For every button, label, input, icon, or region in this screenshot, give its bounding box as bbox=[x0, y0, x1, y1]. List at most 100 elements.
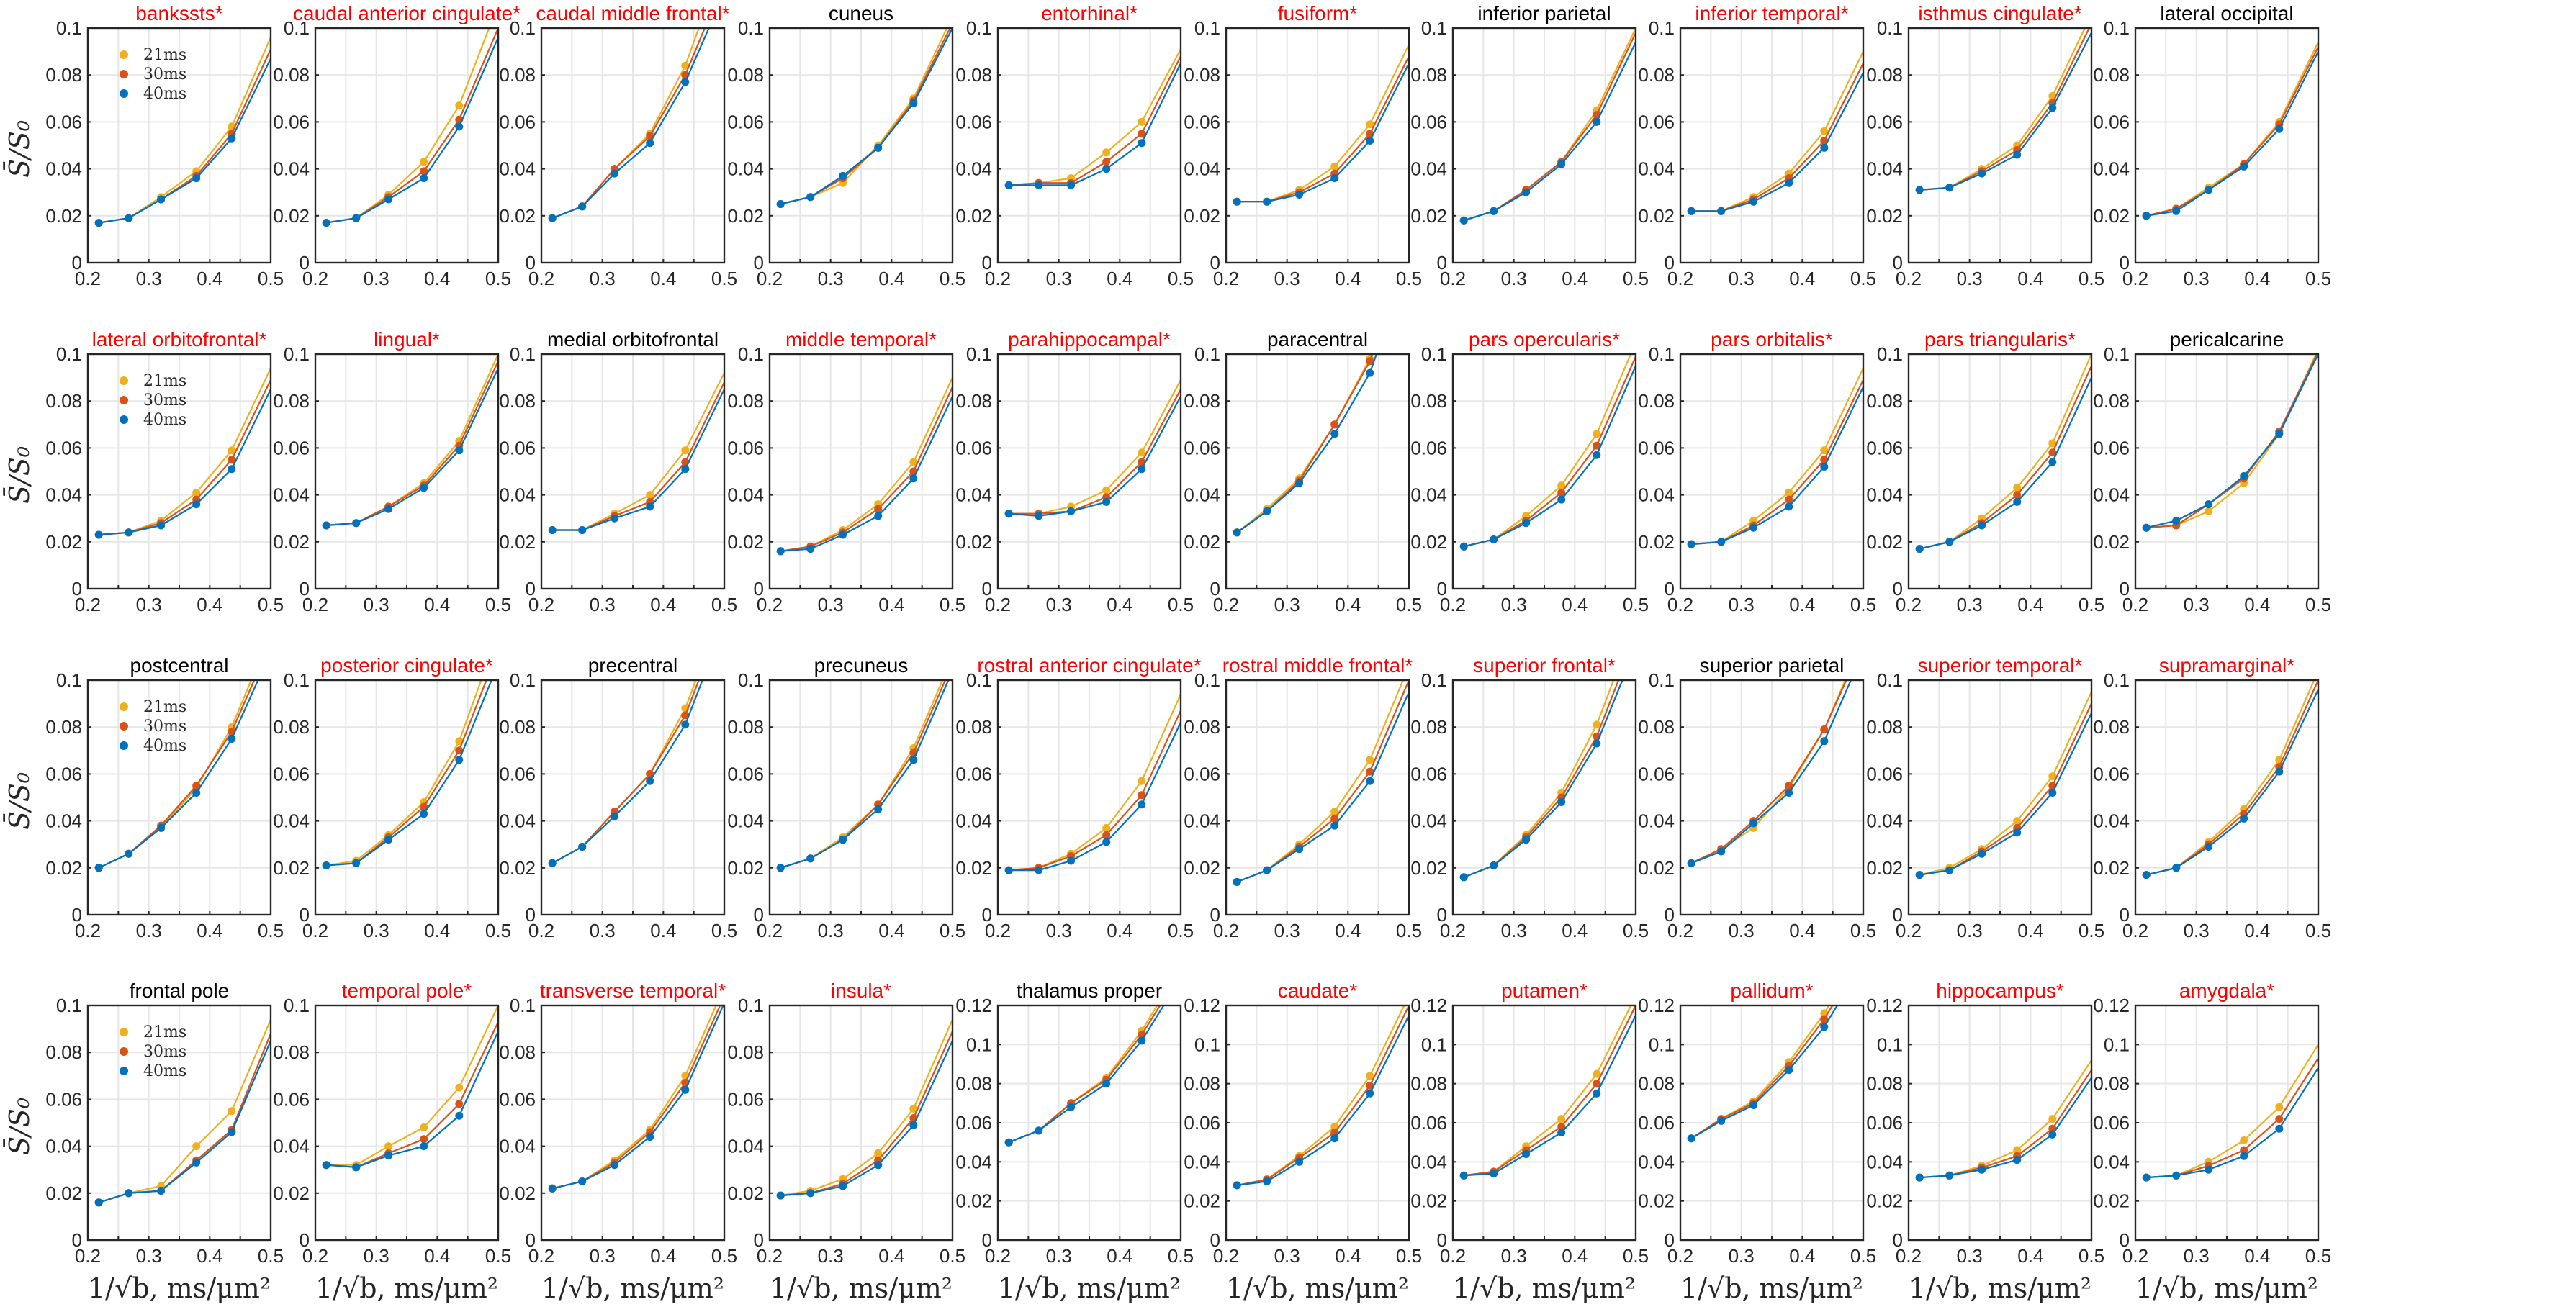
y-tick-label: 0 bbox=[72, 252, 82, 273]
series-line bbox=[326, 28, 490, 224]
data-point bbox=[2172, 864, 2181, 872]
y-tick-label: 0.08 bbox=[1638, 390, 1675, 412]
x-tick-label: 0.2 bbox=[985, 920, 1011, 941]
data-point bbox=[1522, 519, 1531, 528]
x-tick-label: 0.4 bbox=[2017, 1245, 2043, 1267]
panel-title: lateral orbitofrontal* bbox=[92, 328, 267, 351]
y-tick-label: 0 bbox=[1665, 904, 1675, 926]
y-tick-label: 0.1 bbox=[1421, 669, 1447, 691]
y-tick-label: 0.08 bbox=[1410, 64, 1447, 86]
legend-label: 21ms bbox=[143, 46, 186, 64]
y-tick-label: 0 bbox=[526, 904, 536, 926]
y-tick-label: 0.02 bbox=[955, 205, 992, 227]
y-tick-label: 0.1 bbox=[966, 1034, 992, 1055]
data-point bbox=[2172, 207, 2181, 215]
x-tick-label: 0.5 bbox=[711, 268, 737, 289]
x-tick-label: 0.5 bbox=[1168, 594, 1194, 615]
series-40ms bbox=[1915, 713, 2091, 879]
data-point bbox=[228, 735, 236, 743]
data-point bbox=[909, 474, 918, 483]
data-point bbox=[192, 1158, 201, 1167]
series-line bbox=[551, 28, 700, 220]
data-point bbox=[646, 769, 654, 778]
y-tick-label: 0.06 bbox=[45, 763, 82, 784]
data-point bbox=[2172, 517, 2181, 525]
series-30ms bbox=[548, 1005, 721, 1193]
data-point bbox=[1138, 117, 1146, 126]
x-tick-label: 0.2 bbox=[528, 594, 554, 615]
y-tick-label: 0.08 bbox=[273, 64, 310, 86]
x-tick-label: 0.3 bbox=[1046, 594, 1072, 615]
x-tick-label: 0.4 bbox=[1107, 268, 1132, 289]
y-tick-label: 0.02 bbox=[955, 531, 992, 553]
y-tick-label: 0.04 bbox=[273, 1136, 310, 1157]
x-tick-label: 0.3 bbox=[1046, 1245, 1072, 1267]
data-point bbox=[1945, 538, 1954, 546]
legend-marker bbox=[120, 702, 128, 711]
data-point bbox=[2240, 1152, 2248, 1160]
data-point bbox=[157, 1187, 166, 1195]
data-point bbox=[2275, 125, 2284, 133]
y-tick-label: 0 bbox=[72, 904, 82, 926]
y-tick-label: 0.02 bbox=[1638, 857, 1675, 879]
data-point bbox=[2205, 843, 2213, 851]
y-tick-label: 0.1 bbox=[1877, 1034, 1903, 1055]
y-tick-label: 0.02 bbox=[1184, 857, 1220, 879]
y-tick-label: 0.02 bbox=[1638, 1190, 1675, 1212]
y-tick-label: 0.06 bbox=[1184, 763, 1220, 784]
x-tick-label: 0.3 bbox=[1957, 268, 1983, 289]
series-line bbox=[1236, 1005, 1409, 1186]
series-line bbox=[2145, 680, 2318, 876]
panel-7: 0.2 0.3 0.4 0.5 0 0.02 0.04 0.06 0.08 0.1 inferior… bbox=[1638, 2, 1876, 289]
data-point bbox=[681, 78, 690, 86]
x-tick-label: 0.3 bbox=[1729, 268, 1755, 289]
data-point bbox=[455, 746, 464, 755]
panel-title: pericalcarine bbox=[2170, 328, 2284, 351]
data-point bbox=[352, 859, 361, 867]
series-line bbox=[2145, 689, 2318, 876]
data-point bbox=[1820, 737, 1829, 746]
data-point bbox=[2240, 1146, 2248, 1154]
data-point bbox=[94, 530, 103, 539]
panel-5: 0.2 0.3 0.4 0.5 0 0.02 0.04 0.06 0.08 0.1 fusiform… bbox=[1184, 2, 1422, 289]
data-point bbox=[806, 1189, 815, 1198]
y-tick-label: 0.08 bbox=[1184, 716, 1220, 738]
panel-title: thalamus proper bbox=[1017, 980, 1162, 1002]
series-40ms bbox=[1004, 63, 1181, 189]
y-tick-label: 0.02 bbox=[45, 857, 82, 879]
y-tick-label: 0.08 bbox=[1638, 64, 1675, 86]
x-axis-label: 1/√b, ms/μm² bbox=[1226, 1272, 1409, 1304]
data-point bbox=[2013, 150, 2022, 159]
y-tick-label: 0 bbox=[1893, 904, 1903, 926]
data-point bbox=[1915, 186, 1924, 194]
data-point bbox=[1820, 1015, 1829, 1023]
x-tick-label: 0.4 bbox=[878, 1245, 904, 1267]
x-tick-label: 0.2 bbox=[1440, 268, 1466, 289]
x-tick-label: 0.2 bbox=[2122, 920, 2148, 941]
data-point bbox=[776, 1191, 785, 1200]
y-tick-label: 0.06 bbox=[1638, 763, 1675, 784]
y-tick-label: 0.1 bbox=[1421, 17, 1447, 39]
data-point bbox=[322, 1161, 330, 1170]
series-line bbox=[1009, 389, 1181, 515]
data-point bbox=[384, 195, 393, 204]
x-tick-label: 0.4 bbox=[650, 1245, 676, 1267]
data-point bbox=[548, 526, 557, 534]
x-tick-label: 0.5 bbox=[711, 920, 737, 941]
y-tick-label: 0 bbox=[754, 1229, 764, 1251]
y-tick-label: 0.02 bbox=[1410, 531, 1447, 553]
data-point bbox=[1915, 1173, 1924, 1182]
series-line bbox=[1009, 722, 1181, 872]
y-tick-label: 0.02 bbox=[2093, 857, 2130, 879]
data-point bbox=[1749, 197, 1758, 206]
data-point bbox=[1978, 849, 1986, 858]
series-line bbox=[1009, 694, 1181, 872]
series-30ms bbox=[1915, 703, 2091, 879]
x-tick-label: 0.2 bbox=[75, 268, 101, 289]
x-tick-label: 0.5 bbox=[1396, 268, 1422, 289]
y-tick-label: 0.12 bbox=[1638, 995, 1675, 1016]
data-point bbox=[646, 132, 654, 140]
panel-title: lateral occipital bbox=[2160, 2, 2293, 24]
panel-6: 0.2 0.3 0.4 0.5 0 0.02 0.04 0.06 0.08 0.1 inferior… bbox=[1410, 2, 1649, 289]
x-tick-label: 0.5 bbox=[258, 268, 284, 289]
